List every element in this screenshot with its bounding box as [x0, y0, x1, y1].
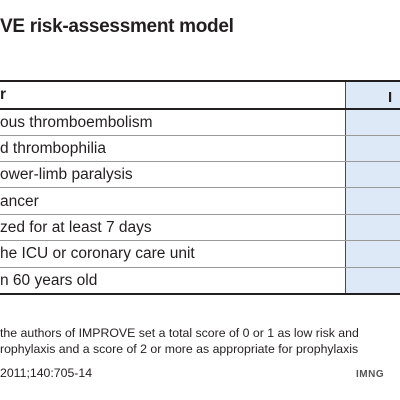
table-bottom-rule: [0, 293, 400, 295]
row-divider: [0, 161, 400, 162]
header-bottom-rule: [0, 108, 400, 110]
row-divider: [0, 135, 400, 136]
table-row: he ICU or coronary care unit: [0, 245, 195, 262]
row-divider: [0, 187, 400, 188]
footnote-line: rophylaxis and a score of 2 or more as a…: [0, 342, 359, 356]
points-column-header: I: [388, 89, 393, 106]
row-divider: [0, 267, 400, 268]
table-row: d thrombophilia: [0, 140, 106, 157]
factor-column-header: r: [0, 86, 7, 103]
row-divider: [0, 240, 400, 241]
footnote-citation: 2011;140:705-14: [0, 366, 93, 380]
table-row: ous thromboembolism: [0, 114, 153, 131]
row-divider: [0, 214, 400, 215]
table-top-rule: [0, 80, 400, 82]
table-title: VE risk-assessment model: [0, 16, 234, 37]
table-row: ower-limb paralysis: [0, 166, 133, 183]
source-credit: IMNG: [356, 369, 385, 380]
footnote-line: the authors of IMPROVE set a total score…: [0, 326, 359, 340]
table-row: ancer: [0, 193, 39, 210]
table-row: n 60 years old: [0, 272, 98, 289]
risk-factor-table: [0, 80, 400, 295]
table-row: zed for at least 7 days: [0, 219, 152, 236]
